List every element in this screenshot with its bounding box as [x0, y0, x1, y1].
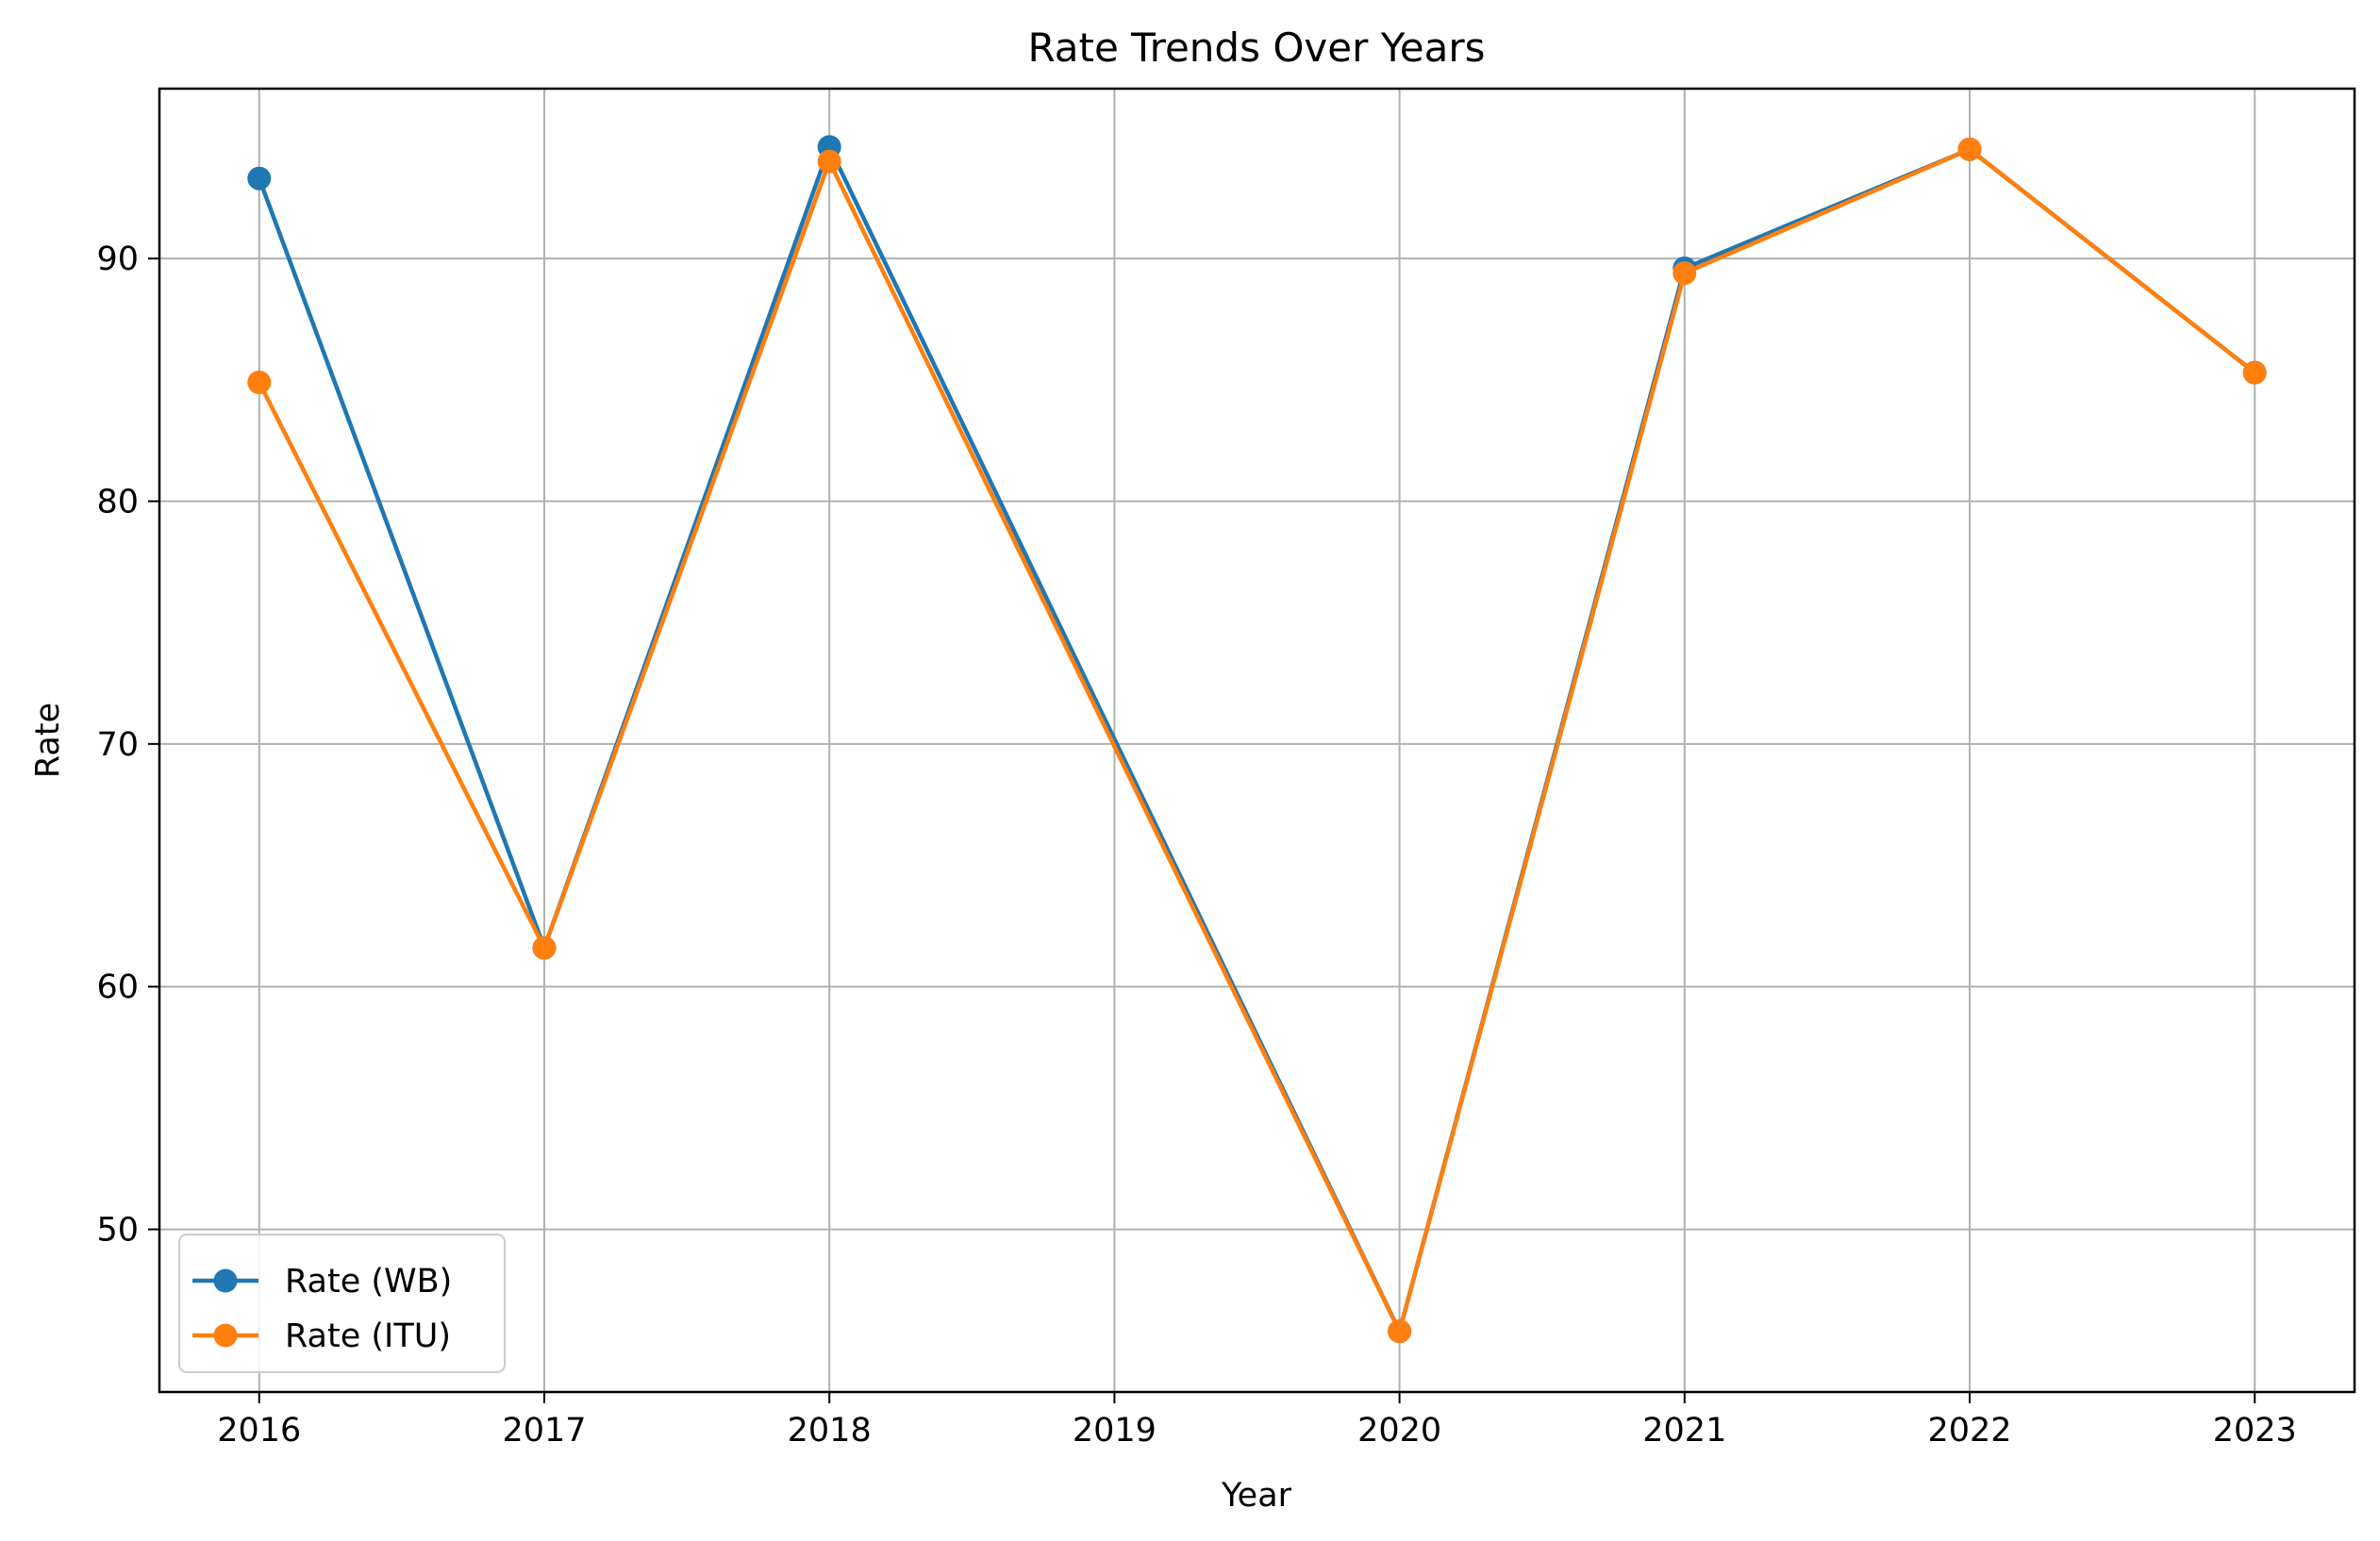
data-point — [247, 370, 272, 394]
y-tick-label: 60 — [96, 969, 139, 1006]
legend-marker — [213, 1268, 238, 1293]
plot-frame — [158, 87, 2356, 1394]
chart-title: Rate Trends Over Years — [1027, 25, 1485, 71]
y-axis-title: Rate — [29, 703, 67, 778]
x-tick-label: 2016 — [217, 1412, 301, 1450]
data-point — [2242, 360, 2267, 385]
x-tick-label: 2018 — [788, 1412, 872, 1450]
y-tick-label: 50 — [96, 1212, 139, 1250]
data-point — [817, 149, 841, 174]
grid-lines — [159, 89, 2355, 1392]
y-tick-label: 80 — [96, 484, 139, 522]
series-line — [257, 147, 2256, 1334]
series-layer — [247, 135, 2267, 1344]
data-point — [247, 166, 272, 191]
x-tick-label: 2022 — [1927, 1412, 2011, 1450]
data-point — [1957, 137, 1982, 161]
x-tick-label: 2019 — [1073, 1412, 1157, 1450]
legend: Rate (WB) Rate (ITU) — [178, 1234, 506, 1373]
legend-box — [178, 1234, 506, 1373]
data-point — [1388, 1319, 1412, 1344]
x-tick-label: 2017 — [502, 1412, 586, 1450]
y-tick-label: 70 — [96, 726, 139, 764]
legend-entry: Rate (WB) — [192, 1263, 452, 1301]
data-point — [532, 936, 557, 960]
x-tick-label: 2020 — [1357, 1412, 1441, 1450]
y-tick-label: 90 — [96, 240, 139, 278]
data-point — [1673, 261, 1697, 286]
series-0 — [247, 135, 2267, 1344]
legend-label: Rate (WB) — [285, 1263, 452, 1301]
x-tick-label: 2023 — [2213, 1412, 2297, 1450]
series-1 — [247, 137, 2267, 1344]
series-line — [257, 144, 2256, 1334]
axes: 2016 2017 2018 2019 2020 2021 2022 2023 50 60 70 80… — [96, 240, 2296, 1450]
x-axis-title: Year — [1221, 1477, 1292, 1515]
legend-label: Rate (ITU) — [285, 1317, 451, 1355]
legend-entry: Rate (ITU) — [192, 1317, 451, 1355]
legend-marker — [213, 1323, 238, 1348]
x-tick-label: 2021 — [1642, 1412, 1726, 1450]
